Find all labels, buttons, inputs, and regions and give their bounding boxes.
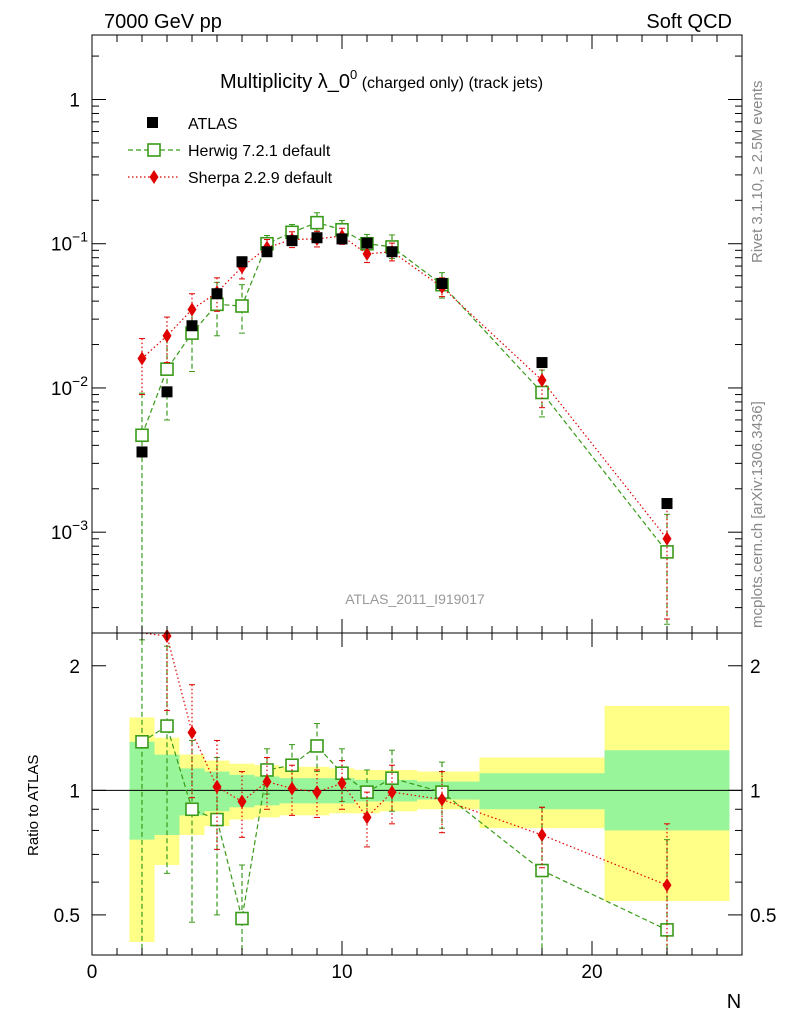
- ratio-y-tick-label: 2: [69, 657, 80, 678]
- ratio-y-tick-label-right: 2: [750, 657, 761, 678]
- sherpa-point: [337, 776, 347, 791]
- sherpa-point: [312, 785, 322, 800]
- sherpa-point: [537, 373, 547, 388]
- atlas-point: [436, 277, 448, 289]
- y-tick-label: 10−1: [51, 229, 88, 256]
- sherpa-ratio-line: [141, 632, 668, 886]
- herwig-point: [160, 719, 174, 733]
- side-label-mcplots: mcplots.cern.ch [arXiv:1306.3436]: [749, 401, 766, 628]
- ratio-y-tick-label: 1: [69, 781, 80, 802]
- herwig-point: [210, 297, 224, 312]
- herwig-point: [160, 362, 174, 376]
- sherpa-point: [362, 810, 372, 825]
- atlas-point: [661, 498, 673, 510]
- atlas-point: [261, 246, 273, 258]
- sherpa-point: [237, 794, 247, 809]
- herwig-point: [135, 735, 149, 749]
- herwig-point: [235, 299, 249, 313]
- legend-herwig-label: Herwig 7.2.1 default: [188, 143, 331, 160]
- chart-marks: [135, 212, 674, 956]
- sherpa-point: [387, 785, 397, 800]
- x-tick-label: 20: [581, 962, 602, 983]
- x-axis-label: N: [727, 991, 741, 1013]
- uncertainty-bands: [92, 705, 742, 943]
- sherpa-point: [212, 779, 222, 794]
- herwig-line: [141, 221, 668, 553]
- ratio-y-axis-label: Ratio to ATLAS: [25, 755, 42, 856]
- atlas-point: [336, 233, 348, 245]
- sherpa-point: [137, 351, 147, 366]
- axes: 0 10 20 10−3 10−2 10−1 1 0.5 0.5 1 1 2 2: [51, 35, 776, 983]
- sherpa-point: [187, 302, 197, 317]
- header-left: 7000 GeV pp: [104, 11, 222, 33]
- sherpa-point: [437, 792, 447, 807]
- sherpa-point: [362, 246, 372, 261]
- legend-sherpa-label: Sherpa 2.2.9 default: [188, 170, 333, 187]
- sherpa-line: [141, 235, 668, 540]
- herwig-point: [535, 385, 549, 400]
- atlas-point: [186, 320, 198, 332]
- atlas-point: [311, 232, 323, 244]
- herwig-point: [535, 863, 549, 878]
- sherpa-point: [287, 781, 297, 796]
- ratio-y-tick-label-right: 0.5: [750, 906, 776, 927]
- sherpa-point: [537, 827, 547, 842]
- y-tick-label: 10−3: [51, 517, 88, 544]
- atlas-point: [236, 256, 248, 268]
- band-inner: [479, 773, 605, 810]
- atlas-point: [386, 246, 398, 258]
- herwig-point: [185, 802, 199, 817]
- x-tick-label: 0: [87, 962, 98, 983]
- herwig-point: [210, 812, 224, 827]
- header-right: Soft QCD: [646, 11, 732, 33]
- atlas-point: [211, 288, 223, 300]
- atlas-point: [536, 357, 548, 369]
- atlas-point: [161, 386, 173, 398]
- ratio-y-tick-label-right: 1: [750, 781, 761, 802]
- x-tick-label: 10: [331, 962, 352, 983]
- legend-herwig-marker: [147, 143, 161, 157]
- atlas-point: [286, 235, 298, 247]
- herwig-point: [235, 911, 249, 926]
- legend-atlas-marker: [147, 117, 158, 128]
- y-tick-label: 10−2: [51, 373, 88, 400]
- atlas-point: [136, 446, 148, 458]
- herwig-point: [310, 215, 324, 230]
- sherpa-point: [187, 725, 197, 740]
- watermark: ATLAS_2011_I919017: [345, 591, 485, 607]
- ratio-y-tick-label: 0.5: [54, 906, 80, 927]
- legend-atlas-label: ATLAS: [188, 116, 238, 133]
- sherpa-point: [162, 328, 172, 343]
- sherpa-point: [262, 774, 272, 789]
- side-label-rivet: Rivet 3.1.10, ≥ 2.5M events: [749, 81, 766, 264]
- sherpa-point: [662, 531, 672, 546]
- sherpa-point: [662, 878, 672, 893]
- atlas-point: [361, 237, 373, 249]
- legend-sherpa-marker: [149, 170, 159, 184]
- chart-title: Multiplicity λ_00 (charged only) (track …: [220, 67, 543, 93]
- y-tick-label: 1: [69, 90, 80, 111]
- legend: ATLAS Herwig 7.2.1 default Sherpa 2.2.9 …: [128, 116, 333, 187]
- herwig-point: [310, 739, 324, 753]
- herwig-point: [660, 923, 674, 937]
- herwig-point: [135, 428, 149, 443]
